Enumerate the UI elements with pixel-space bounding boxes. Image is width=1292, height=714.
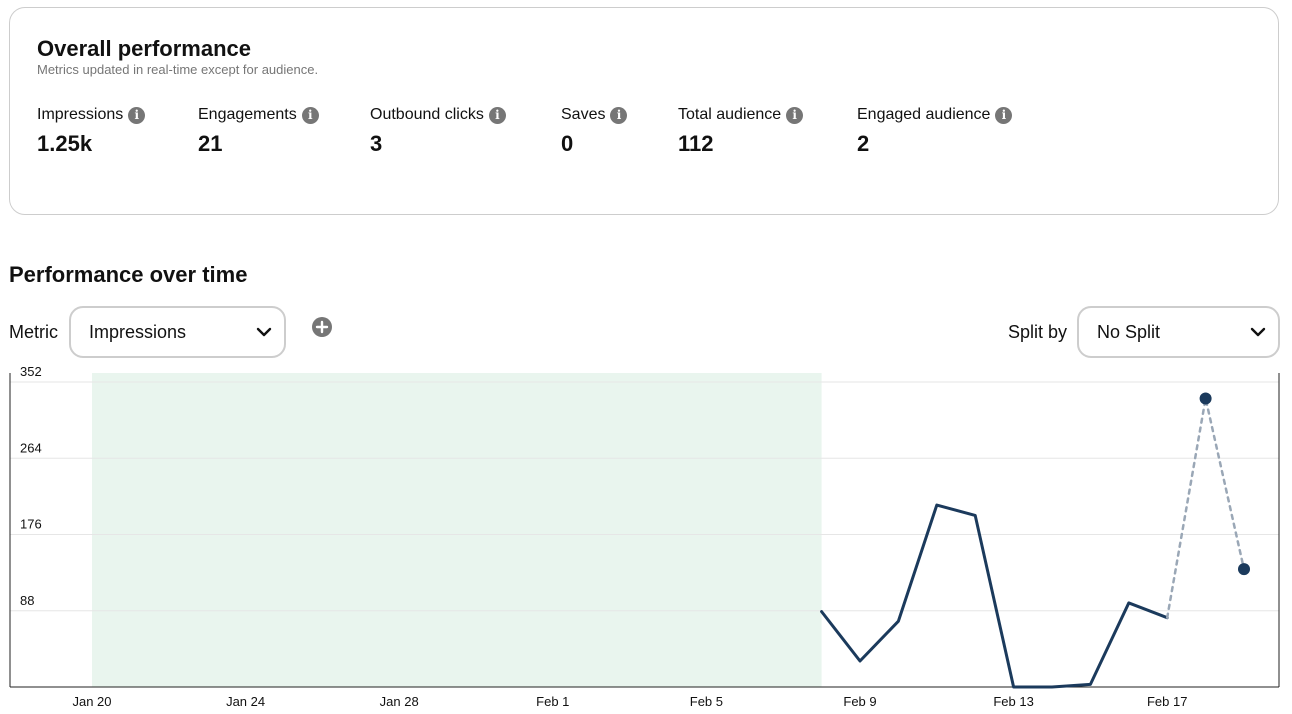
metric-label: Engaged audience — [857, 106, 991, 123]
metric-value: 2 — [857, 131, 870, 156]
x-tick-label: Feb 9 — [843, 694, 876, 709]
metric-label: Saves — [561, 106, 606, 123]
metric-label: Engagements — [198, 106, 297, 123]
x-tick-label: Feb 5 — [690, 694, 723, 709]
info-icon[interactable]: i — [301, 106, 319, 124]
metric-select-label: Metric — [9, 322, 58, 342]
series-line — [820, 503, 1169, 689]
info-icon[interactable]: i — [610, 106, 628, 124]
metric-value: 1.25k — [37, 131, 93, 156]
overall-performance-subtitle: Metrics updated in real-time except for … — [37, 62, 319, 77]
metric-label: Impressions — [37, 106, 124, 123]
metric-value: 112 — [678, 131, 714, 156]
estimated-series-line — [1165, 397, 1246, 619]
x-tick-label: Jan 28 — [380, 694, 419, 709]
metric-outbound-clicks: Outbound clicks i 3 — [370, 106, 506, 157]
info-icon[interactable]: i — [786, 106, 804, 124]
info-icon[interactable]: i — [488, 106, 506, 124]
overall-performance-card: Overall performance Metrics updated in r… — [9, 7, 1279, 215]
shaded-range — [92, 373, 822, 687]
y-tick-label: 352 — [20, 364, 42, 379]
chevron-down-icon — [1250, 327, 1266, 337]
x-tick-label: Jan 24 — [226, 694, 265, 709]
performance-over-time-title: Performance over time — [9, 262, 248, 287]
plus-circle-icon — [315, 320, 329, 334]
metric-select-value: Impressions — [89, 321, 187, 342]
metric-value: 0 — [561, 131, 574, 156]
data-point-marker — [1199, 392, 1212, 405]
x-tick-label: Jan 20 — [72, 694, 111, 709]
metric-value: 3 — [370, 131, 383, 156]
x-tick-label: Feb 17 — [1147, 694, 1187, 709]
data-point-marker — [1238, 563, 1250, 576]
metric-saves: Saves i 0 — [561, 106, 628, 157]
metric-engaged-audience: Engaged audience i 2 — [857, 106, 1013, 157]
info-icon[interactable]: i — [128, 106, 146, 124]
x-tick-label: Feb 13 — [993, 694, 1033, 709]
chevron-down-icon — [256, 327, 272, 337]
metric-engagements: Engagements i 21 — [198, 106, 319, 157]
metric-label: Outbound clicks — [370, 106, 484, 123]
metric-select[interactable]: Impressions — [69, 306, 286, 358]
metric-impressions: Impressions i 1.25k — [37, 106, 146, 157]
y-tick-label: 264 — [20, 440, 42, 455]
info-icon[interactable]: i — [995, 106, 1013, 124]
y-tick-label: 88 — [20, 593, 34, 608]
metric-label: Total audience — [678, 106, 782, 123]
split-select-label: Split by — [1008, 322, 1068, 342]
y-tick-label: 176 — [20, 517, 42, 532]
metric-total-audience: Total audience i 112 — [678, 106, 804, 157]
add-metric-button[interactable] — [312, 317, 332, 337]
metric-value: 21 — [198, 131, 223, 156]
split-select[interactable]: No Split — [1077, 306, 1280, 358]
overall-performance-title: Overall performance — [37, 36, 251, 61]
x-tick-label: Feb 1 — [536, 694, 569, 709]
split-select-value: No Split — [1097, 321, 1161, 342]
